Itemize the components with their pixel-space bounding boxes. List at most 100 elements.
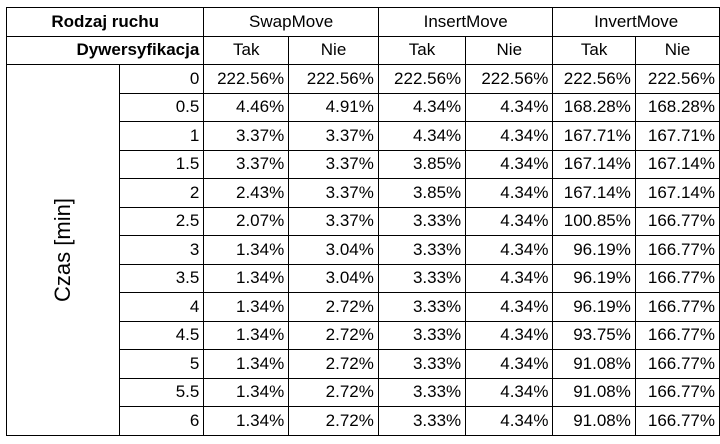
value-cell: 1.34% [203, 349, 290, 379]
value-cell: 4.34% [465, 235, 554, 265]
value-cell: 222.56% [203, 64, 290, 94]
time-cell: 3 [118, 235, 205, 265]
value-cell: 3.33% [377, 292, 467, 322]
option-header: Tak [552, 35, 636, 65]
table-row: Czas [min] 0 222.56% 222.56% 222.56% 222.56% 2… [6, 64, 720, 436]
value-cell: 100.85% [552, 206, 636, 236]
value-cell: 3.37% [203, 121, 290, 151]
time-cell: 4.5 [118, 320, 205, 350]
value-cell: 4.34% [465, 121, 554, 151]
value-cell: 4.34% [465, 92, 554, 122]
value-cell: 3.37% [203, 149, 290, 179]
value-cell: 166.77% [634, 263, 720, 293]
value-cell: 3.33% [377, 206, 467, 236]
table-row: 2.5 2.07% 3.37% 3.33% 4.34% 100.85% 166.77% [7, 206, 720, 236]
value-cell: 222.56% [377, 64, 467, 94]
table-row: 6 1.34% 2.72% 3.33% 4.34% 91.08% 166.77% [7, 406, 720, 436]
value-cell: 3.04% [288, 263, 379, 293]
value-cell: 4.34% [465, 206, 554, 236]
time-cell: 6 [118, 406, 205, 436]
invertmove-header: InvertMove [552, 7, 720, 37]
value-cell: 222.56% [465, 64, 554, 94]
value-cell: 3.33% [377, 263, 467, 293]
value-cell: 3.37% [288, 149, 379, 179]
value-cell: 3.33% [377, 406, 467, 436]
value-cell: 3.37% [288, 121, 379, 151]
table-row: 5.5 1.34% 2.72% 3.33% 4.34% 91.08% 166.77% [7, 377, 720, 407]
value-cell: 91.08% [552, 349, 636, 379]
value-cell: 222.56% [634, 64, 720, 94]
value-cell: 3.33% [377, 377, 467, 407]
value-cell: 2.72% [288, 406, 379, 436]
value-cell: 4.34% [465, 406, 554, 436]
value-cell: 4.34% [465, 149, 554, 179]
time-cell: 2.5 [118, 206, 205, 236]
value-cell: 3.33% [377, 235, 467, 265]
value-cell: 4.34% [465, 320, 554, 350]
value-cell: 4.34% [465, 349, 554, 379]
value-cell: 167.14% [552, 149, 636, 179]
value-cell: 168.28% [634, 92, 720, 122]
value-cell: 4.91% [288, 92, 379, 122]
option-header: Nie [634, 35, 720, 65]
table-row: 2 2.43% 3.37% 3.85% 4.34% 167.14% 167.14% [7, 178, 720, 208]
value-cell: 3.33% [377, 320, 467, 350]
value-cell: 166.77% [634, 377, 720, 407]
value-cell: 4.34% [465, 292, 554, 322]
value-cell: 4.34% [465, 263, 554, 293]
table-row: 3 1.34% 3.04% 3.33% 4.34% 96.19% 166.77% [7, 235, 720, 265]
value-cell: 3.85% [377, 149, 467, 179]
value-cell: 3.85% [377, 178, 467, 208]
value-cell: 4.34% [377, 121, 467, 151]
time-cell: 4 [118, 292, 205, 322]
value-cell: 3.37% [288, 178, 379, 208]
table-body: Rodzaj ruchu SwapMove InsertMove InvertM… [5, 7, 720, 436]
value-cell: 167.14% [634, 149, 720, 179]
value-cell: 3.04% [288, 235, 379, 265]
value-cell: 96.19% [552, 263, 636, 293]
option-header: Tak [203, 35, 290, 65]
value-cell: 166.77% [634, 235, 720, 265]
value-cell: 166.77% [634, 349, 720, 379]
value-cell: 1.34% [203, 292, 290, 322]
value-cell: 1.34% [203, 320, 290, 350]
value-cell: 91.08% [552, 406, 636, 436]
value-cell: 4.34% [465, 377, 554, 407]
time-cell: 5 [118, 349, 205, 379]
time-cell: 3.5 [118, 263, 205, 293]
value-cell: 166.77% [634, 320, 720, 350]
value-cell: 166.77% [634, 292, 720, 322]
value-cell: 2.72% [288, 292, 379, 322]
time-cell: 5.5 [118, 377, 205, 407]
value-cell: 2.72% [288, 320, 379, 350]
table-row: 0.5 4.46% 4.91% 4.34% 4.34% 168.28% 168.28% [7, 92, 720, 122]
time-axis-label: Czas [min] [49, 197, 75, 302]
time-cell: 1 [118, 121, 205, 151]
value-cell: 96.19% [552, 292, 636, 322]
table-row: 1 3.37% 3.37% 4.34% 4.34% 167.71% 167.71% [7, 121, 720, 151]
time-cell: 2 [118, 178, 205, 208]
insertmove-header: InsertMove [377, 7, 554, 37]
value-cell: 167.14% [634, 178, 720, 208]
time-cell: 0 [118, 64, 205, 94]
value-cell: 222.56% [552, 64, 636, 94]
value-cell: 4.46% [203, 92, 290, 122]
value-cell: 2.72% [288, 377, 379, 407]
header-row-moves: Rodzaj ruchu SwapMove InsertMove InvertM… [5, 7, 720, 37]
value-cell: 2.72% [288, 349, 379, 379]
value-cell: 4.34% [465, 178, 554, 208]
value-cell: 167.14% [552, 178, 636, 208]
value-cell: 1.34% [203, 263, 290, 293]
value-cell: 166.77% [634, 206, 720, 236]
value-cell: 166.77% [634, 406, 720, 436]
value-cell: 4.34% [377, 92, 467, 122]
header-row-diversification: Dywersyfikacja Tak Nie Tak Nie Tak Nie [5, 35, 720, 65]
value-cell: 91.08% [552, 377, 636, 407]
value-cell: 3.33% [377, 349, 467, 379]
value-cell: 1.34% [203, 235, 290, 265]
value-cell: 168.28% [552, 92, 636, 122]
value-cell: 1.34% [203, 406, 290, 436]
time-cell: 1.5 [118, 149, 205, 179]
value-cell: 2.43% [203, 178, 290, 208]
swapmove-header: SwapMove [203, 7, 379, 37]
